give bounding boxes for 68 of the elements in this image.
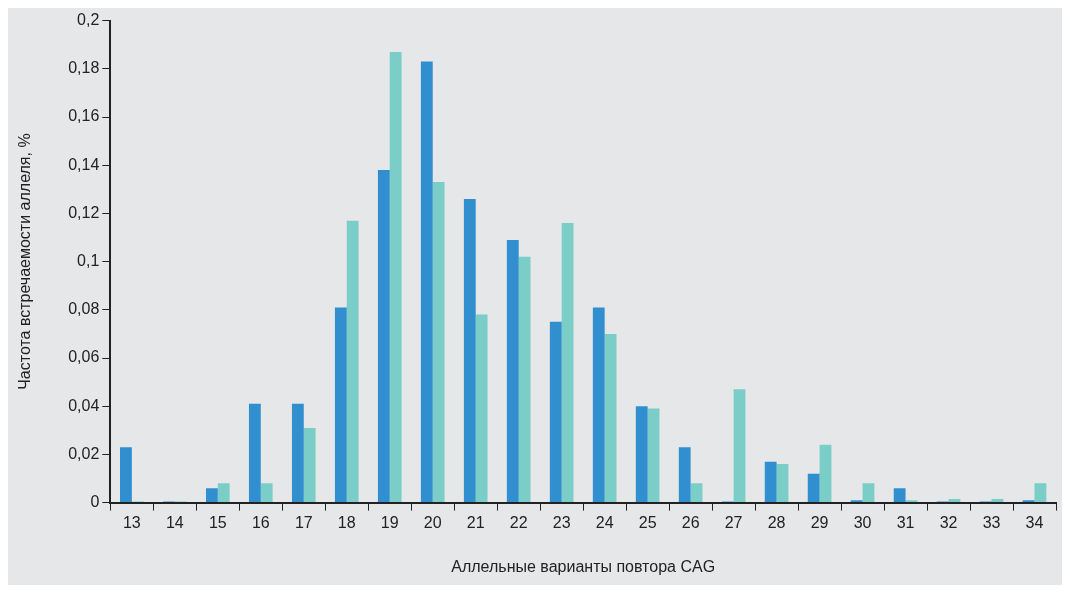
- bar: [475, 314, 488, 503]
- y-tick-label: 0,06: [68, 348, 100, 366]
- x-tick-label: 13: [122, 513, 141, 531]
- x-tick-label: 23: [552, 513, 571, 531]
- x-tick-label: 21: [466, 513, 485, 531]
- bar: [807, 473, 820, 503]
- y-tick-label: 0: [90, 493, 100, 511]
- x-tick-label: 14: [165, 513, 184, 531]
- x-tick-label: 29: [810, 513, 829, 531]
- bar: [690, 483, 703, 503]
- x-tick-label: 27: [724, 513, 743, 531]
- y-tick-label: 0,04: [68, 396, 100, 414]
- y-tick-label: 0,12: [68, 203, 100, 221]
- bar: [377, 170, 390, 503]
- bar: [893, 488, 906, 503]
- x-tick-label: 31: [896, 513, 915, 531]
- y-tick-label: 0,02: [68, 444, 100, 462]
- bar: [432, 182, 445, 503]
- bar: [647, 408, 660, 503]
- x-tick-label: 28: [767, 513, 786, 531]
- bar: [506, 239, 519, 503]
- x-tick-label: 26: [681, 513, 700, 531]
- bar: [733, 389, 746, 503]
- x-tick-label: 32: [939, 513, 958, 531]
- bar: [549, 321, 562, 503]
- bar: [635, 406, 648, 503]
- bar: [604, 333, 617, 503]
- x-tick-label: 22: [509, 513, 528, 531]
- bar: [1034, 483, 1047, 503]
- x-tick-label: 33: [982, 513, 1001, 531]
- x-tick-label: 34: [1025, 513, 1044, 531]
- y-tick-label: 0,18: [68, 59, 100, 77]
- bar: [120, 447, 132, 503]
- bar: [819, 444, 832, 503]
- bar: [678, 447, 691, 503]
- bar: [334, 307, 347, 503]
- bar: [764, 461, 777, 503]
- x-tick-label: 18: [337, 513, 356, 531]
- y-axis-title: Частота встречаемости аллеля, %: [16, 133, 34, 390]
- bar: [389, 51, 402, 503]
- x-axis-title: Аллельные варианты повтора CAG: [451, 557, 716, 575]
- x-tick-label: 17: [294, 513, 313, 531]
- bar: [205, 488, 218, 503]
- x-tick-label: 16: [251, 513, 270, 531]
- bar: [291, 403, 304, 503]
- bar: [776, 464, 789, 503]
- bar: [260, 483, 273, 503]
- y-tick-label: 0,08: [68, 300, 100, 318]
- x-tick-label: 30: [853, 513, 872, 531]
- bar: [303, 427, 316, 503]
- y-tick-label: 0,1: [77, 252, 100, 270]
- bar: [561, 223, 574, 503]
- x-tick-label: 15: [208, 513, 227, 531]
- x-tick-label: 20: [423, 513, 442, 531]
- bar: [463, 198, 476, 503]
- y-tick-label: 0,2: [77, 11, 100, 29]
- y-tick-label: 0,16: [68, 107, 100, 125]
- bar: [346, 220, 359, 503]
- y-tick-label: 0,14: [68, 155, 100, 173]
- bar: [248, 403, 261, 503]
- bar: [592, 307, 605, 503]
- bar: [518, 256, 531, 503]
- bar: [420, 61, 433, 503]
- x-tick-label: 25: [638, 513, 657, 531]
- x-tick-label: 19: [380, 513, 399, 531]
- bar: [862, 483, 875, 503]
- x-tick-label: 24: [595, 513, 614, 531]
- bar: [217, 483, 230, 503]
